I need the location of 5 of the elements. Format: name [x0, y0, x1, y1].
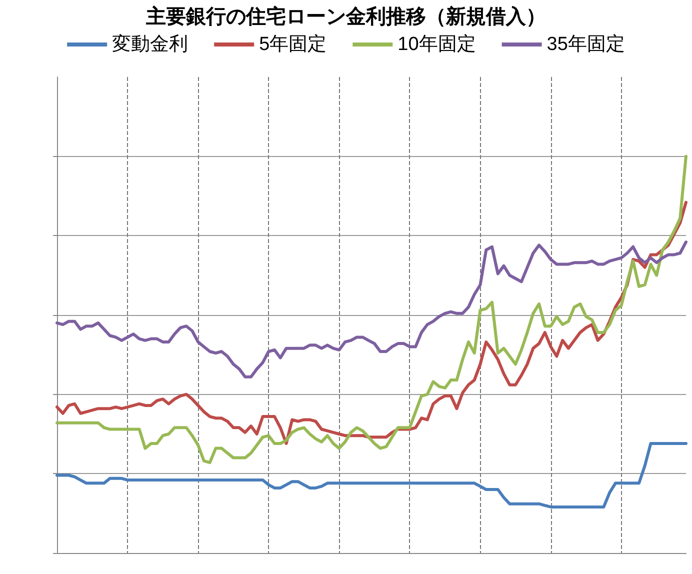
chart-title: 主要銀行の住宅ローン金利推移（新規借入） [145, 5, 546, 28]
legend-label: 10年固定 [398, 33, 476, 55]
legend-label: 35年固定 [546, 33, 625, 55]
legend-label: 5年固定 [259, 33, 327, 55]
legend-label: 変動金利 [112, 33, 188, 55]
